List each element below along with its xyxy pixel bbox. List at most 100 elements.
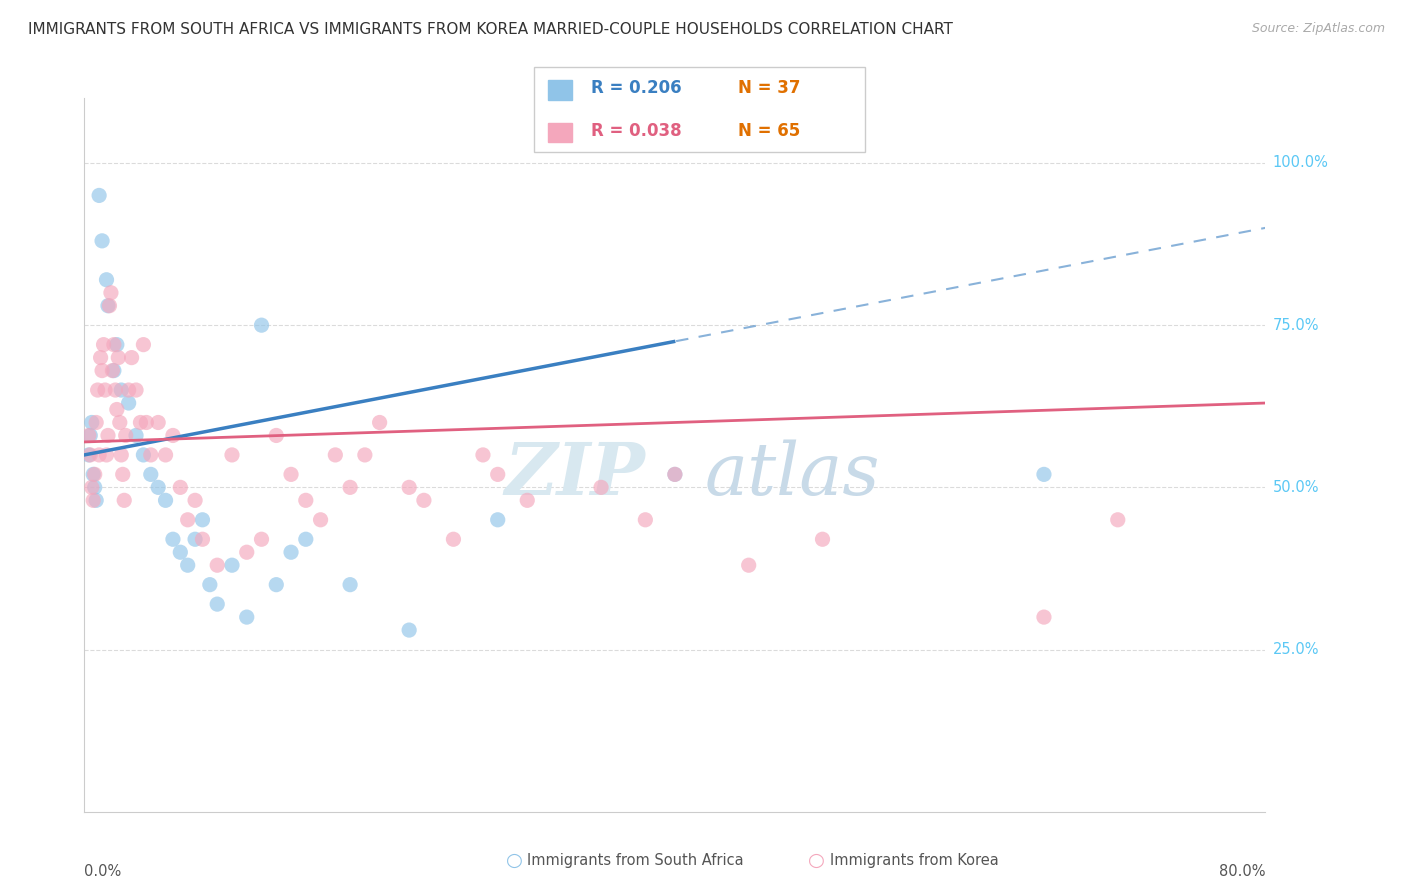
Point <box>250 533 273 547</box>
Point <box>191 513 214 527</box>
Point <box>323 448 347 462</box>
Point <box>398 623 420 637</box>
Point <box>83 467 105 482</box>
Point <box>177 513 200 527</box>
Point <box>98 299 121 313</box>
Point <box>162 428 184 442</box>
Point <box>96 448 118 462</box>
Point <box>118 396 141 410</box>
Point <box>105 337 128 351</box>
Point <box>205 558 228 573</box>
Point <box>339 480 361 494</box>
Point <box>110 383 132 397</box>
Point <box>354 448 377 462</box>
Point <box>235 610 259 624</box>
Point <box>295 493 318 508</box>
Point <box>591 480 613 494</box>
Point <box>264 577 288 591</box>
Point <box>103 337 125 351</box>
Point <box>80 416 103 430</box>
Text: Source: ZipAtlas.com: Source: ZipAtlas.com <box>1251 22 1385 36</box>
Point <box>811 533 834 547</box>
Point <box>91 234 114 248</box>
Point <box>155 448 177 462</box>
Point <box>250 318 273 333</box>
Point <box>162 533 184 547</box>
Point <box>135 416 157 430</box>
Point <box>309 513 332 527</box>
Point <box>198 577 221 591</box>
Point <box>295 533 318 547</box>
Point <box>280 467 302 482</box>
Text: Immigrants from South Africa: Immigrants from South Africa <box>527 854 744 868</box>
Point <box>169 480 191 494</box>
Point <box>82 493 104 508</box>
Point <box>1032 467 1054 482</box>
Text: R = 0.206: R = 0.206 <box>591 79 681 97</box>
Point <box>184 533 207 547</box>
Point <box>132 448 155 462</box>
Point <box>86 383 108 397</box>
Point <box>94 383 117 397</box>
Point <box>87 448 111 462</box>
Point <box>139 467 162 482</box>
Point <box>121 351 143 365</box>
Point <box>169 545 191 559</box>
Point <box>97 299 120 313</box>
Text: 50.0%: 50.0% <box>1272 480 1319 495</box>
Text: 0.0%: 0.0% <box>84 863 121 879</box>
Point <box>516 493 538 508</box>
Text: IMMIGRANTS FROM SOUTH AFRICA VS IMMIGRANTS FROM KOREA MARRIED-COUPLE HOUSEHOLDS : IMMIGRANTS FROM SOUTH AFRICA VS IMMIGRAN… <box>28 22 953 37</box>
Point <box>105 402 128 417</box>
Point <box>100 285 122 300</box>
Point <box>110 448 132 462</box>
Point <box>368 416 391 430</box>
Point <box>264 428 288 442</box>
Point <box>738 558 761 573</box>
Point <box>148 480 170 494</box>
Point <box>129 416 152 430</box>
Point <box>97 428 120 442</box>
Point <box>472 448 495 462</box>
Point <box>90 351 112 365</box>
Point <box>96 273 118 287</box>
Point <box>221 558 243 573</box>
Point <box>112 493 135 508</box>
Text: ZIP: ZIP <box>505 439 645 510</box>
Text: 80.0%: 80.0% <box>1219 863 1265 879</box>
Text: ○: ○ <box>506 851 523 871</box>
Point <box>108 416 131 430</box>
Point <box>191 533 214 547</box>
Point <box>104 383 127 397</box>
Point <box>79 448 101 462</box>
Point <box>664 467 686 482</box>
Point <box>184 493 207 508</box>
Point <box>111 467 134 482</box>
Text: 100.0%: 100.0% <box>1272 155 1329 170</box>
Point <box>441 533 464 547</box>
Text: ○: ○ <box>808 851 825 871</box>
Point <box>107 351 129 365</box>
Point <box>221 448 243 462</box>
Point <box>132 337 155 351</box>
Point <box>118 383 141 397</box>
Text: atlas: atlas <box>704 439 880 509</box>
Point <box>114 428 136 442</box>
Point <box>84 416 107 430</box>
Point <box>101 363 124 377</box>
Point <box>280 545 302 559</box>
Text: 25.0%: 25.0% <box>1272 642 1319 657</box>
Point <box>634 513 657 527</box>
Point <box>80 480 103 494</box>
Point <box>235 545 259 559</box>
Text: N = 65: N = 65 <box>738 121 800 140</box>
Point <box>1107 513 1129 527</box>
Point <box>1032 610 1054 624</box>
Point <box>148 416 170 430</box>
Text: Immigrants from Korea: Immigrants from Korea <box>830 854 998 868</box>
Point <box>413 493 436 508</box>
Point <box>339 577 361 591</box>
Point <box>486 467 509 482</box>
Text: N = 37: N = 37 <box>738 79 800 97</box>
Point <box>79 428 101 442</box>
